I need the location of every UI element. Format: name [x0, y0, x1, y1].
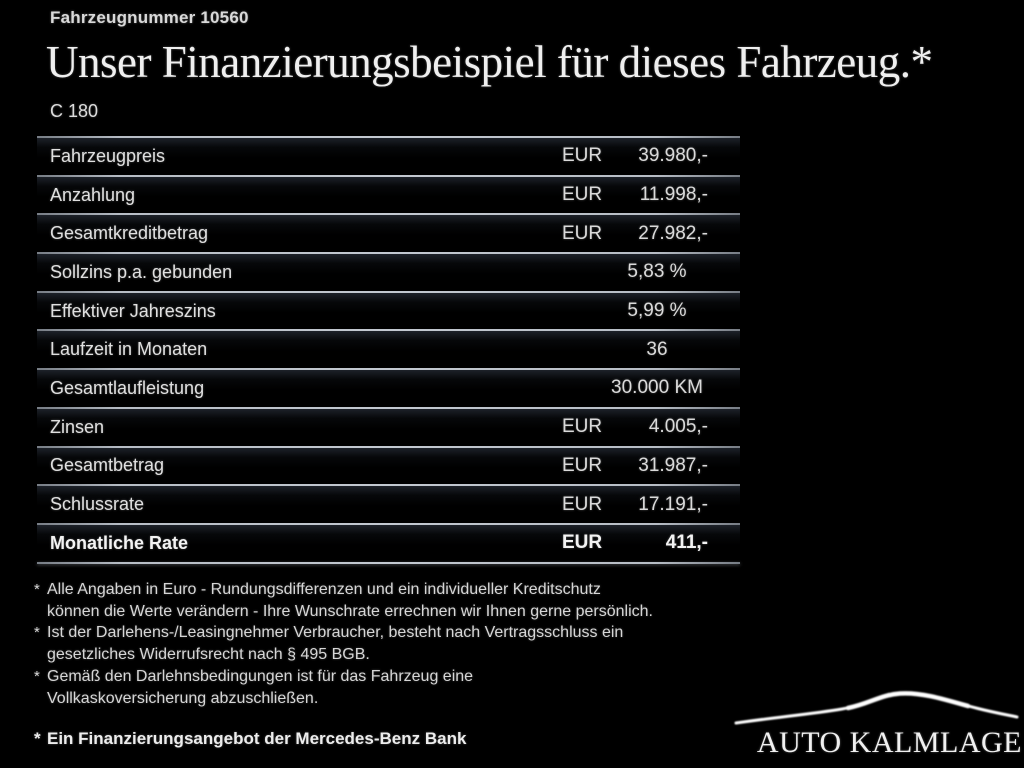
- footnotes: * Alle Angaben in Euro - Rundungsdiffere…: [34, 579, 758, 709]
- row-value: 36: [646, 338, 668, 360]
- row-value: 17.191,-: [638, 493, 708, 515]
- row-value: 39.980,-: [638, 145, 708, 167]
- footnote-asterisk: *: [34, 624, 40, 642]
- row-label: Laufzeit in Monaten: [50, 339, 208, 360]
- table-row: Zinsen EUR 4.005,-: [37, 406, 740, 446]
- table-row: Gesamtlaufleistung 30.000 KM: [37, 368, 740, 407]
- financing-offer-text: Ein Finanzierungsangebot der Mercedes-Be…: [47, 729, 467, 748]
- row-label: Fahrzeugpreis: [50, 145, 166, 166]
- row-value-area: 36: [562, 339, 740, 361]
- currency-label: EUR: [562, 416, 603, 438]
- financing-table: Fahrzeugpreis EUR 39.980,- Anzahlung EUR…: [37, 136, 740, 564]
- table-row: Effektiver Jahreszins 5,99 %: [37, 290, 740, 330]
- row-value: 5,83 %: [627, 261, 687, 283]
- table-bottom-divider: [37, 561, 740, 564]
- table-row: Laufzeit in Monaten 36: [37, 329, 740, 369]
- dealer-logo: AUTO KALMLAGE: [730, 682, 1024, 760]
- row-value-area: 5,99 %: [562, 300, 740, 322]
- row-value-area: EUR 39.980,-: [562, 145, 740, 167]
- model-name: C 180: [50, 101, 99, 121]
- row-label: Gesamtlaufleistung: [50, 377, 205, 398]
- footnote-asterisk: *: [34, 667, 40, 685]
- footnote-item: * Ist der Darlehens-/Leasingnehmer Verbr…: [34, 622, 758, 665]
- row-value-area: EUR 27.982,-: [562, 223, 740, 245]
- row-value: 5,99 %: [627, 300, 687, 322]
- row-value-area: 30.000 KM: [562, 377, 740, 399]
- currency-label: EUR: [562, 493, 603, 515]
- financing-offer-note: * Ein Finanzierungsangebot der Mercedes-…: [34, 729, 466, 749]
- row-label: Zinsen: [50, 416, 105, 437]
- car-silhouette-icon: [734, 691, 1019, 725]
- table-row: Fahrzeugpreis EUR 39.980,-: [37, 136, 740, 175]
- table-row: Monatliche Rate EUR 411,-: [37, 522, 740, 562]
- row-label: Schlussrate: [50, 494, 145, 515]
- row-value-area: EUR 4.005,-: [562, 416, 740, 438]
- footnote-text: Ist der Darlehens-/Leasingnehmer Verbrau…: [47, 624, 624, 664]
- row-label: Anzahlung: [50, 184, 136, 205]
- currency-label: EUR: [562, 222, 603, 244]
- page-title: Unser Finanzierungsbeispiel für dieses F…: [46, 37, 933, 87]
- currency-label: EUR: [562, 532, 603, 554]
- row-label: Sollzins p.a. gebunden: [50, 261, 233, 282]
- table-row: Sollzins p.a. gebunden 5,83 %: [37, 252, 740, 291]
- row-label: Gesamtkreditbetrag: [50, 223, 209, 244]
- currency-label: EUR: [562, 145, 603, 167]
- row-value: 411,-: [665, 532, 708, 554]
- row-value: 4.005,-: [648, 416, 708, 438]
- row-value: 31.987,-: [638, 454, 708, 476]
- footnote-item: * Gemäß den Darlehnsbedingungen ist für …: [34, 666, 758, 709]
- dealer-name: AUTO KALMLAGE: [756, 726, 1022, 759]
- vehicle-number: Fahrzeugnummer 10560: [50, 8, 249, 27]
- footnote-item: * Alle Angaben in Euro - Rundungsdiffere…: [34, 579, 758, 622]
- row-value: 27.982,-: [638, 222, 708, 244]
- table-row: Gesamtbetrag EUR 31.987,-: [37, 445, 740, 485]
- row-label: Gesamtbetrag: [50, 455, 165, 476]
- row-label: Monatliche Rate: [50, 532, 189, 553]
- table-row: Anzahlung EUR 11.998,-: [37, 174, 740, 214]
- table-row: Gesamtkreditbetrag EUR 27.982,-: [37, 213, 740, 253]
- row-value-area: 5,83 %: [562, 261, 740, 283]
- table-row: Schlussrate EUR 17.191,-: [37, 484, 740, 523]
- footnote-text: Gemäß den Darlehnsbedingungen ist für da…: [47, 667, 474, 707]
- footnote-asterisk: *: [34, 581, 40, 598]
- row-value: 11.998,-: [639, 184, 708, 206]
- row-value-area: EUR 411,-: [562, 532, 740, 554]
- row-label: Effektiver Jahreszins: [50, 300, 216, 321]
- currency-label: EUR: [562, 184, 603, 206]
- row-value-area: EUR 17.191,-: [562, 494, 740, 516]
- footnote-text: Alle Angaben in Euro - Rundungsdifferenz…: [47, 581, 653, 620]
- currency-label: EUR: [562, 454, 603, 476]
- row-value-area: EUR 31.987,-: [562, 455, 740, 477]
- row-value-area: EUR 11.998,-: [562, 184, 740, 206]
- row-value: 30.000 KM: [611, 377, 703, 399]
- footnote-asterisk: *: [34, 729, 41, 748]
